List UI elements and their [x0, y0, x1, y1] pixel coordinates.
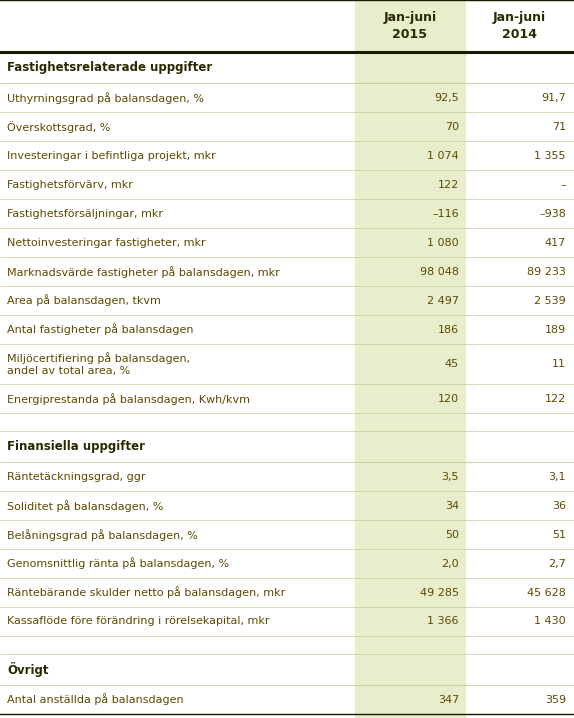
- Text: 359: 359: [545, 694, 566, 704]
- Text: Fastighetsrelaterade uppgifter: Fastighetsrelaterade uppgifter: [7, 61, 212, 74]
- Text: Belåningsgrad på balansdagen, %: Belåningsgrad på balansdagen, %: [7, 528, 198, 541]
- Text: 186: 186: [438, 325, 459, 335]
- Text: Räntetäckningsgrad, ggr: Räntetäckningsgrad, ggr: [7, 472, 145, 482]
- Text: 71: 71: [552, 121, 566, 131]
- Text: Jan-juni
2015: Jan-juni 2015: [383, 11, 436, 40]
- Text: 3,5: 3,5: [441, 472, 459, 482]
- Bar: [355, 0, 465, 718]
- Text: 347: 347: [438, 694, 459, 704]
- Text: Miljöcertifiering på balansdagen,
andel av total area, %: Miljöcertifiering på balansdagen, andel …: [7, 352, 190, 376]
- Text: –: –: [560, 180, 566, 190]
- Text: Fastighetsförsäljningar, mkr: Fastighetsförsäljningar, mkr: [7, 209, 163, 218]
- Text: Antal fastigheter på balansdagen: Antal fastigheter på balansdagen: [7, 324, 193, 335]
- Text: Energiprestanda på balansdagen, Kwh/kvm: Energiprestanda på balansdagen, Kwh/kvm: [7, 393, 250, 404]
- Text: 2 497: 2 497: [427, 296, 459, 306]
- Text: 122: 122: [438, 180, 459, 190]
- Text: 3,1: 3,1: [549, 472, 566, 482]
- Text: 51: 51: [552, 530, 566, 539]
- Text: Antal anställda på balansdagen: Antal anställda på balansdagen: [7, 694, 184, 706]
- Text: 91,7: 91,7: [541, 93, 566, 103]
- Text: 89 233: 89 233: [527, 266, 566, 276]
- Text: –938: –938: [539, 209, 566, 218]
- Text: 189: 189: [545, 325, 566, 335]
- Text: Nettoinvesteringar fastigheter, mkr: Nettoinvesteringar fastigheter, mkr: [7, 238, 205, 248]
- Text: 70: 70: [445, 121, 459, 131]
- Text: 36: 36: [552, 500, 566, 510]
- Text: Övrigt: Övrigt: [7, 662, 48, 677]
- Text: 2 539: 2 539: [534, 296, 566, 306]
- Text: 1 074: 1 074: [427, 151, 459, 161]
- Text: 1 355: 1 355: [534, 151, 566, 161]
- Text: 34: 34: [445, 500, 459, 510]
- Text: 120: 120: [438, 393, 459, 404]
- Text: 122: 122: [545, 393, 566, 404]
- Text: Fastighetsförvärv, mkr: Fastighetsförvärv, mkr: [7, 180, 133, 190]
- Text: Uthyrningsgrad på balansdagen, %: Uthyrningsgrad på balansdagen, %: [7, 92, 204, 103]
- Text: Överskottsgrad, %: Överskottsgrad, %: [7, 121, 110, 133]
- Text: Soliditet på balansdagen, %: Soliditet på balansdagen, %: [7, 500, 163, 511]
- Text: 2,0: 2,0: [441, 559, 459, 569]
- Text: 50: 50: [445, 530, 459, 539]
- Text: Kassaflöde före förändring i rörelsekapital, mkr: Kassaflöde före förändring i rörelsekapi…: [7, 617, 269, 627]
- Text: Investeringar i befintliga projekt, mkr: Investeringar i befintliga projekt, mkr: [7, 151, 216, 161]
- Text: 92,5: 92,5: [434, 93, 459, 103]
- Text: Finansiella uppgifter: Finansiella uppgifter: [7, 440, 145, 453]
- Text: 45 628: 45 628: [527, 587, 566, 597]
- Text: Jan-juni
2014: Jan-juni 2014: [493, 11, 546, 40]
- Text: 2,7: 2,7: [548, 559, 566, 569]
- Text: 1 080: 1 080: [427, 238, 459, 248]
- Text: Area på balansdagen, tkvm: Area på balansdagen, tkvm: [7, 294, 161, 307]
- Text: 11: 11: [552, 359, 566, 369]
- Text: 49 285: 49 285: [420, 587, 459, 597]
- Text: Marknadsvärde fastigheter på balansdagen, mkr: Marknadsvärde fastigheter på balansdagen…: [7, 266, 280, 277]
- Text: 45: 45: [445, 359, 459, 369]
- Text: 1 366: 1 366: [428, 617, 459, 627]
- Text: –116: –116: [432, 209, 459, 218]
- Text: 417: 417: [545, 238, 566, 248]
- Text: 1 430: 1 430: [534, 617, 566, 627]
- Text: Genomsnittlig ränta på balansdagen, %: Genomsnittlig ränta på balansdagen, %: [7, 558, 229, 569]
- Text: Räntebärande skulder netto på balansdagen, mkr: Räntebärande skulder netto på balansdage…: [7, 587, 285, 599]
- Text: 98 048: 98 048: [420, 266, 459, 276]
